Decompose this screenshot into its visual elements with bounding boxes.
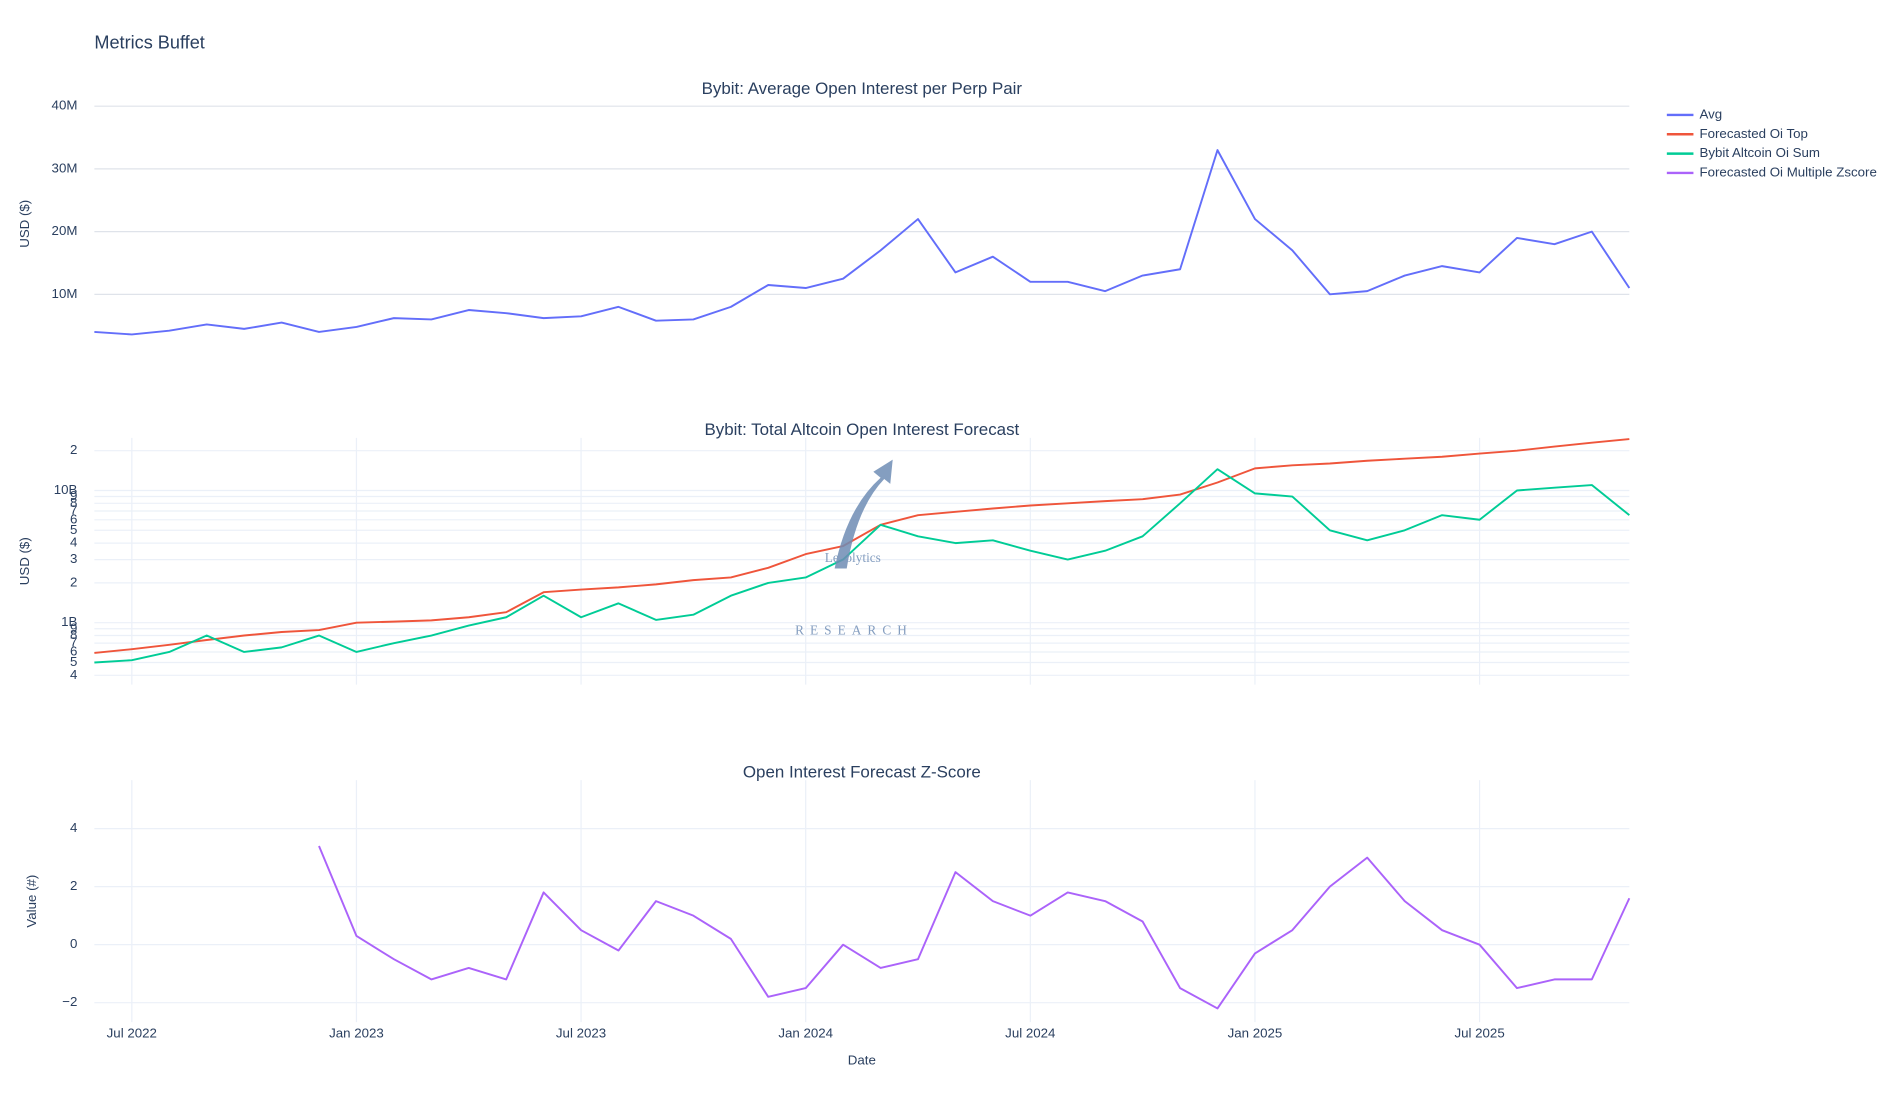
- y-tick-label: 4: [70, 820, 77, 835]
- y-tick-label: 8: [70, 627, 77, 642]
- y-tick-label: 2: [70, 574, 77, 589]
- x-tick-label: Jul 2025: [1454, 1026, 1504, 1041]
- y-tick-label: 0: [70, 936, 77, 951]
- y-tick-label: 6: [70, 644, 77, 659]
- legend-label: Forecasted Oi Multiple Zscore: [1699, 164, 1876, 179]
- chart-title: Open Interest Forecast Z-Score: [743, 762, 981, 781]
- series-line: [94, 149, 1631, 336]
- y-axis-label: Value (#): [24, 875, 39, 928]
- y-tick-label: 5: [70, 522, 77, 537]
- x-axis-label: Date: [848, 1052, 876, 1067]
- y-axis-label: USD ($): [17, 200, 32, 248]
- x-tick-label: Jul 2023: [556, 1026, 606, 1041]
- y-axis-label: USD ($): [17, 537, 32, 585]
- y-tick-label: 8: [70, 495, 77, 510]
- legend-label: Bybit Altcoin Oi Sum: [1699, 145, 1819, 160]
- x-tick-label: Jan 2023: [329, 1026, 384, 1041]
- y-tick-label: 10M: [52, 286, 78, 301]
- y-tick-label: 9: [70, 488, 77, 503]
- y-tick-label: 30M: [52, 160, 78, 175]
- series-line: [94, 468, 1630, 664]
- watermark-tagline: RESEARCH: [795, 622, 913, 637]
- y-tick-label: 2: [70, 442, 77, 457]
- y-tick-label: 20M: [52, 223, 78, 238]
- y-tick-label: 10B: [54, 482, 78, 497]
- watermark-arrow: [834, 459, 893, 569]
- y-tick-label: −2: [62, 994, 77, 1009]
- y-tick-label: 40M: [52, 98, 78, 113]
- y-tick-label: 4: [70, 535, 77, 550]
- legend-label: Avg: [1699, 106, 1722, 121]
- series-line: [94, 438, 1630, 654]
- x-tick-label: Jul 2024: [1005, 1026, 1055, 1041]
- series-line: [318, 845, 1631, 1010]
- y-tick-label: 3: [70, 551, 77, 566]
- chart-title: Bybit: Total Altcoin Open Interest Forec…: [704, 420, 1019, 439]
- y-tick-label: 9: [70, 620, 77, 635]
- page-title: Metrics Buffet: [94, 32, 204, 52]
- watermark-name: Levolytics: [825, 550, 881, 565]
- y-tick-label: 5: [70, 654, 77, 669]
- y-tick-label: 2: [70, 878, 77, 893]
- watermark: Levolytics RESEARCH: [795, 459, 913, 637]
- x-tick-label: Jul 2022: [107, 1026, 157, 1041]
- y-tick-label: 4: [70, 667, 77, 682]
- y-tick-label: 6: [70, 511, 77, 526]
- y-tick-label: 7: [70, 635, 77, 650]
- x-tick-label: Jan 2024: [778, 1026, 833, 1041]
- y-tick-label: 7: [70, 502, 77, 517]
- x-tick-label: Jan 2025: [1228, 1026, 1283, 1041]
- chart-title: Bybit: Average Open Interest per Perp Pa…: [702, 79, 1023, 98]
- legend-label: Forecasted Oi Top: [1699, 126, 1807, 141]
- y-tick-label: 1B: [61, 614, 77, 629]
